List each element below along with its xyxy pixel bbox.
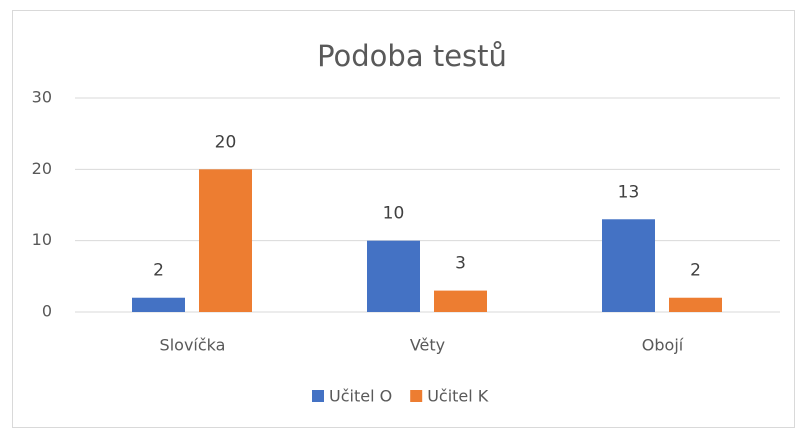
legend-swatch [312, 390, 324, 402]
data-label: 13 [618, 182, 640, 202]
chart-frame [12, 10, 795, 428]
chart-title: Podoba testů [317, 39, 507, 73]
legend-label: Učitel O [329, 387, 392, 406]
y-tick-label: 0 [42, 302, 52, 321]
x-tick-label: Obojí [642, 336, 684, 355]
y-tick-label: 20 [32, 159, 52, 178]
bar [132, 297, 185, 312]
legend-label: Učitel K [427, 387, 489, 406]
data-label: 2 [690, 261, 701, 281]
bar [669, 297, 722, 312]
x-tick-label: Věty [410, 336, 445, 355]
x-tick-label: Slovíčka [160, 336, 226, 355]
bar [367, 240, 420, 312]
data-label: 20 [215, 132, 237, 152]
bar [434, 290, 487, 312]
data-label: 2 [153, 261, 164, 281]
legend-swatch [410, 390, 423, 402]
data-label: 10 [383, 204, 405, 224]
data-label: 3 [455, 254, 466, 274]
y-tick-label: 30 [32, 88, 52, 107]
bar [199, 169, 252, 312]
bar [602, 219, 655, 312]
y-tick-label: 10 [32, 230, 52, 249]
